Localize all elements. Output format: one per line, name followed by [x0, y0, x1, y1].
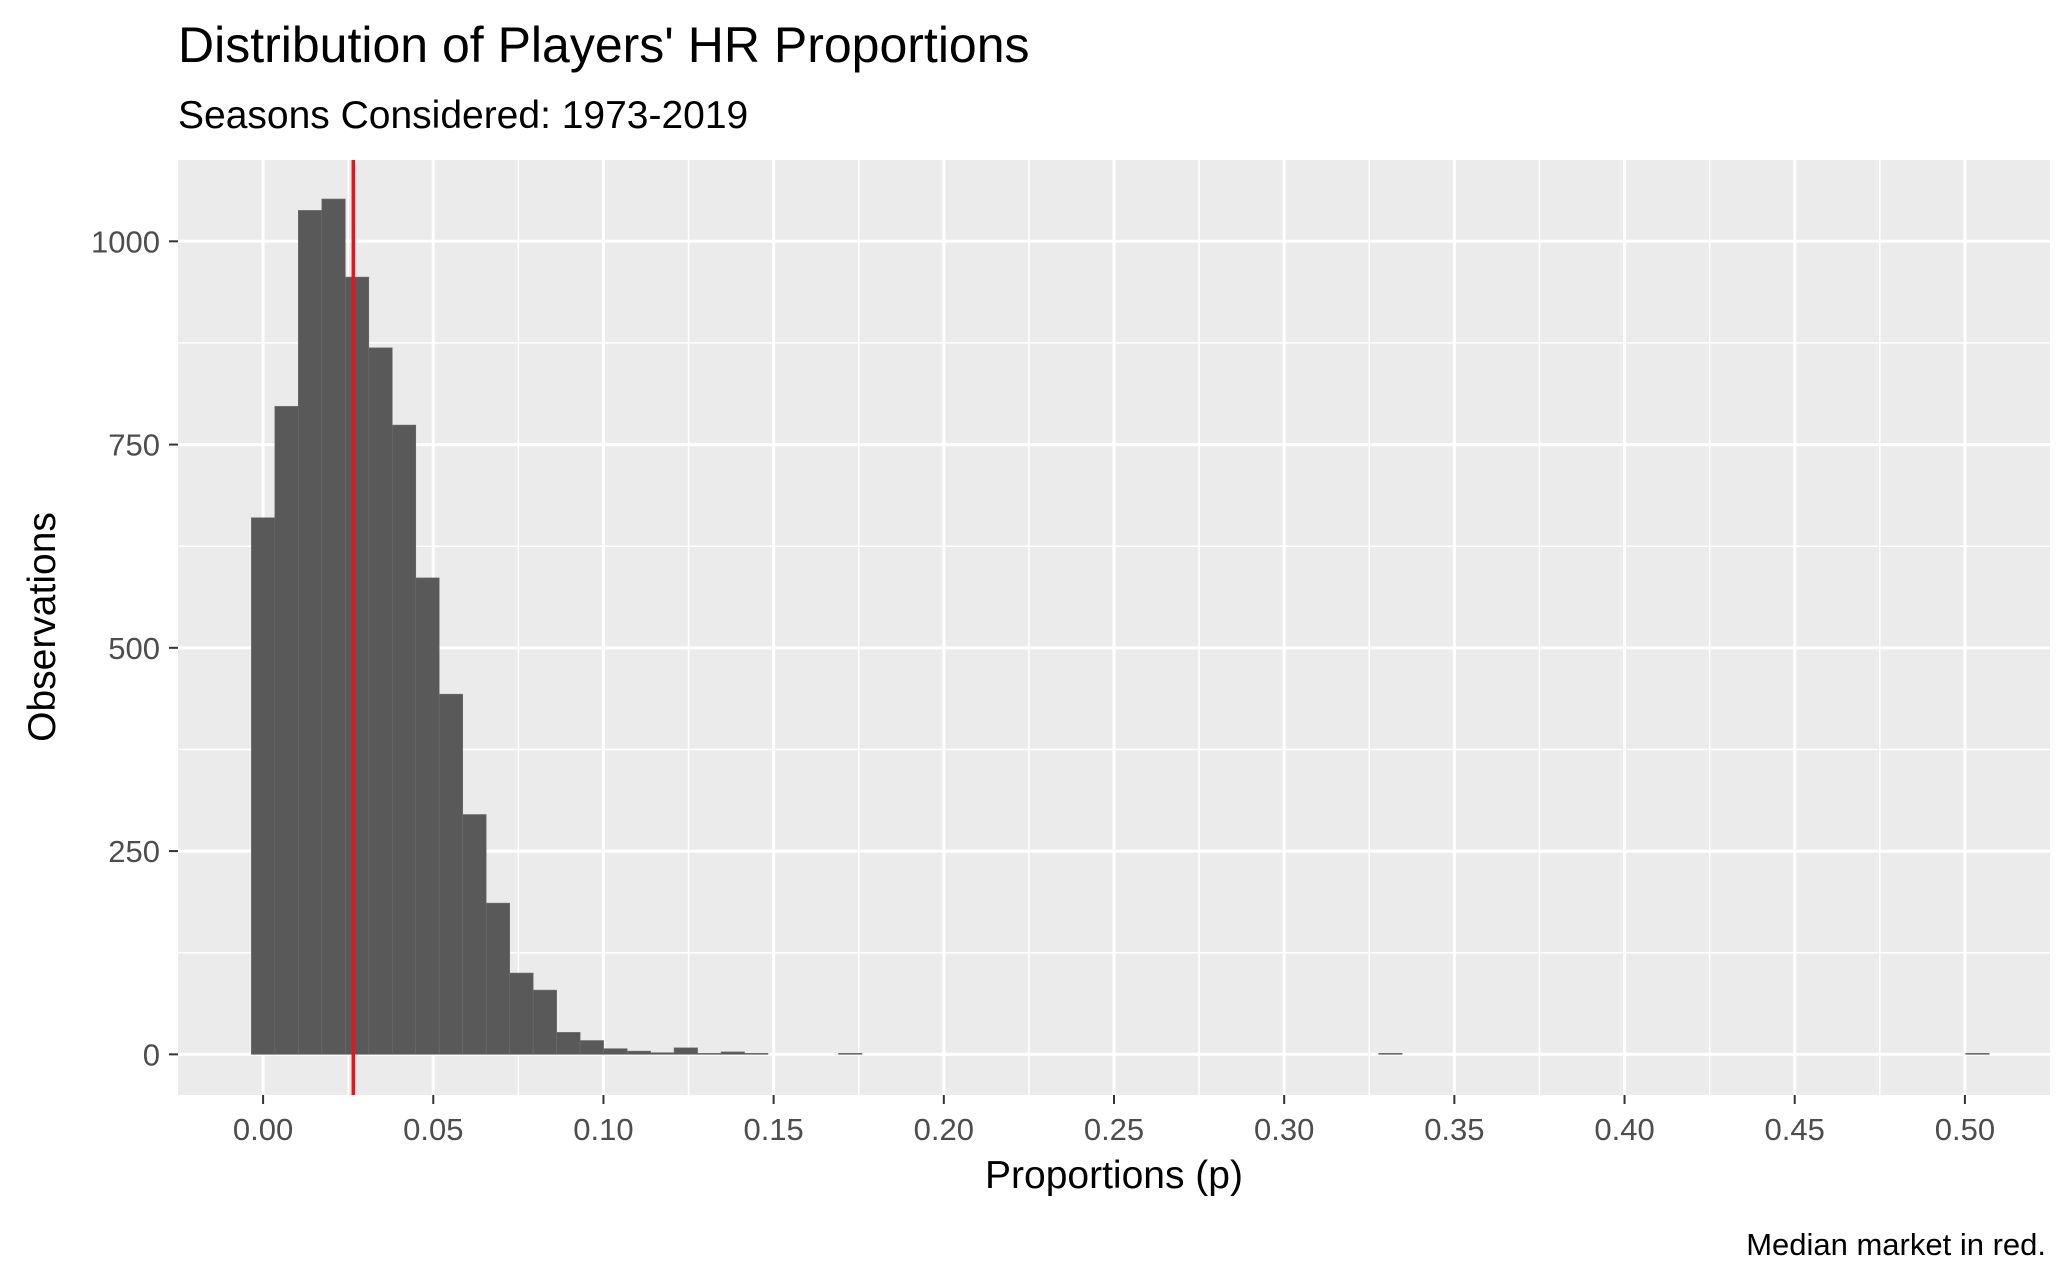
histogram-bar: [1378, 1053, 1403, 1055]
y-tick-label: 250: [108, 834, 160, 869]
histogram-bar: [391, 424, 417, 1055]
y-tick-label: 750: [108, 428, 160, 463]
x-tick-label: 0.15: [743, 1112, 803, 1147]
x-tick-label: 0.10: [573, 1112, 633, 1147]
x-tick-label: 0.05: [403, 1112, 463, 1147]
histogram-bar: [509, 972, 534, 1055]
histogram-bar: [438, 693, 464, 1055]
chart-title: Distribution of Players' HR Proportions: [178, 17, 1030, 73]
histogram-bar: [274, 406, 299, 1055]
x-tick-label: 0.50: [1935, 1112, 1995, 1147]
histogram-bar: [368, 347, 393, 1055]
histogram-bar: [744, 1053, 769, 1055]
x-tick-label: 0.40: [1594, 1112, 1654, 1147]
histogram-bar: [579, 1040, 604, 1055]
x-tick-label: 0.30: [1254, 1112, 1314, 1147]
histogram-bar: [603, 1048, 628, 1055]
y-tick-label: 1000: [91, 224, 160, 259]
y-tick-label: 500: [108, 631, 160, 666]
histogram-bar: [532, 989, 557, 1055]
x-axis-label: Proportions (p): [985, 1154, 1243, 1197]
histogram-bar: [720, 1051, 745, 1055]
y-axis-ticks: 0 250 500 750 1000: [91, 224, 178, 1072]
histogram-bar: [626, 1050, 651, 1055]
y-tick-label: 0: [143, 1037, 160, 1072]
major-gridlines-y: [178, 239, 2050, 1056]
chart-caption: Median market in red.: [1746, 1227, 2046, 1262]
x-tick-label: 0.45: [1765, 1112, 1825, 1147]
histogram-bar: [697, 1053, 722, 1055]
x-tick-label: 0.00: [233, 1112, 293, 1147]
histogram-bar: [344, 276, 370, 1055]
histogram-bar: [415, 577, 440, 1055]
histogram-bar: [650, 1052, 675, 1055]
y-axis-label: Observations: [21, 512, 64, 742]
histogram-bar: [838, 1053, 863, 1055]
x-tick-label: 0.20: [914, 1112, 974, 1147]
histogram-bar: [321, 198, 346, 1055]
histogram-bar: [1965, 1053, 1990, 1055]
histogram-bar: [673, 1047, 698, 1055]
histogram-bars: [251, 198, 1990, 1055]
x-axis-ticks: 0.00 0.05 0.10 0.15 0.20 0.25 0.30 0.35 0.40 0.45…: [233, 1095, 1995, 1147]
histogram-bar: [298, 210, 323, 1055]
minor-gridlines-x: [347, 160, 1881, 1095]
x-tick-label: 0.35: [1424, 1112, 1484, 1147]
histogram-bar: [556, 1032, 581, 1055]
chart-subtitle: Seasons Considered: 1973-2019: [178, 94, 748, 137]
histogram-bar: [251, 517, 276, 1055]
histogram-bar: [462, 814, 487, 1055]
histogram-bar: [485, 902, 510, 1055]
x-tick-label: 0.25: [1084, 1112, 1144, 1147]
